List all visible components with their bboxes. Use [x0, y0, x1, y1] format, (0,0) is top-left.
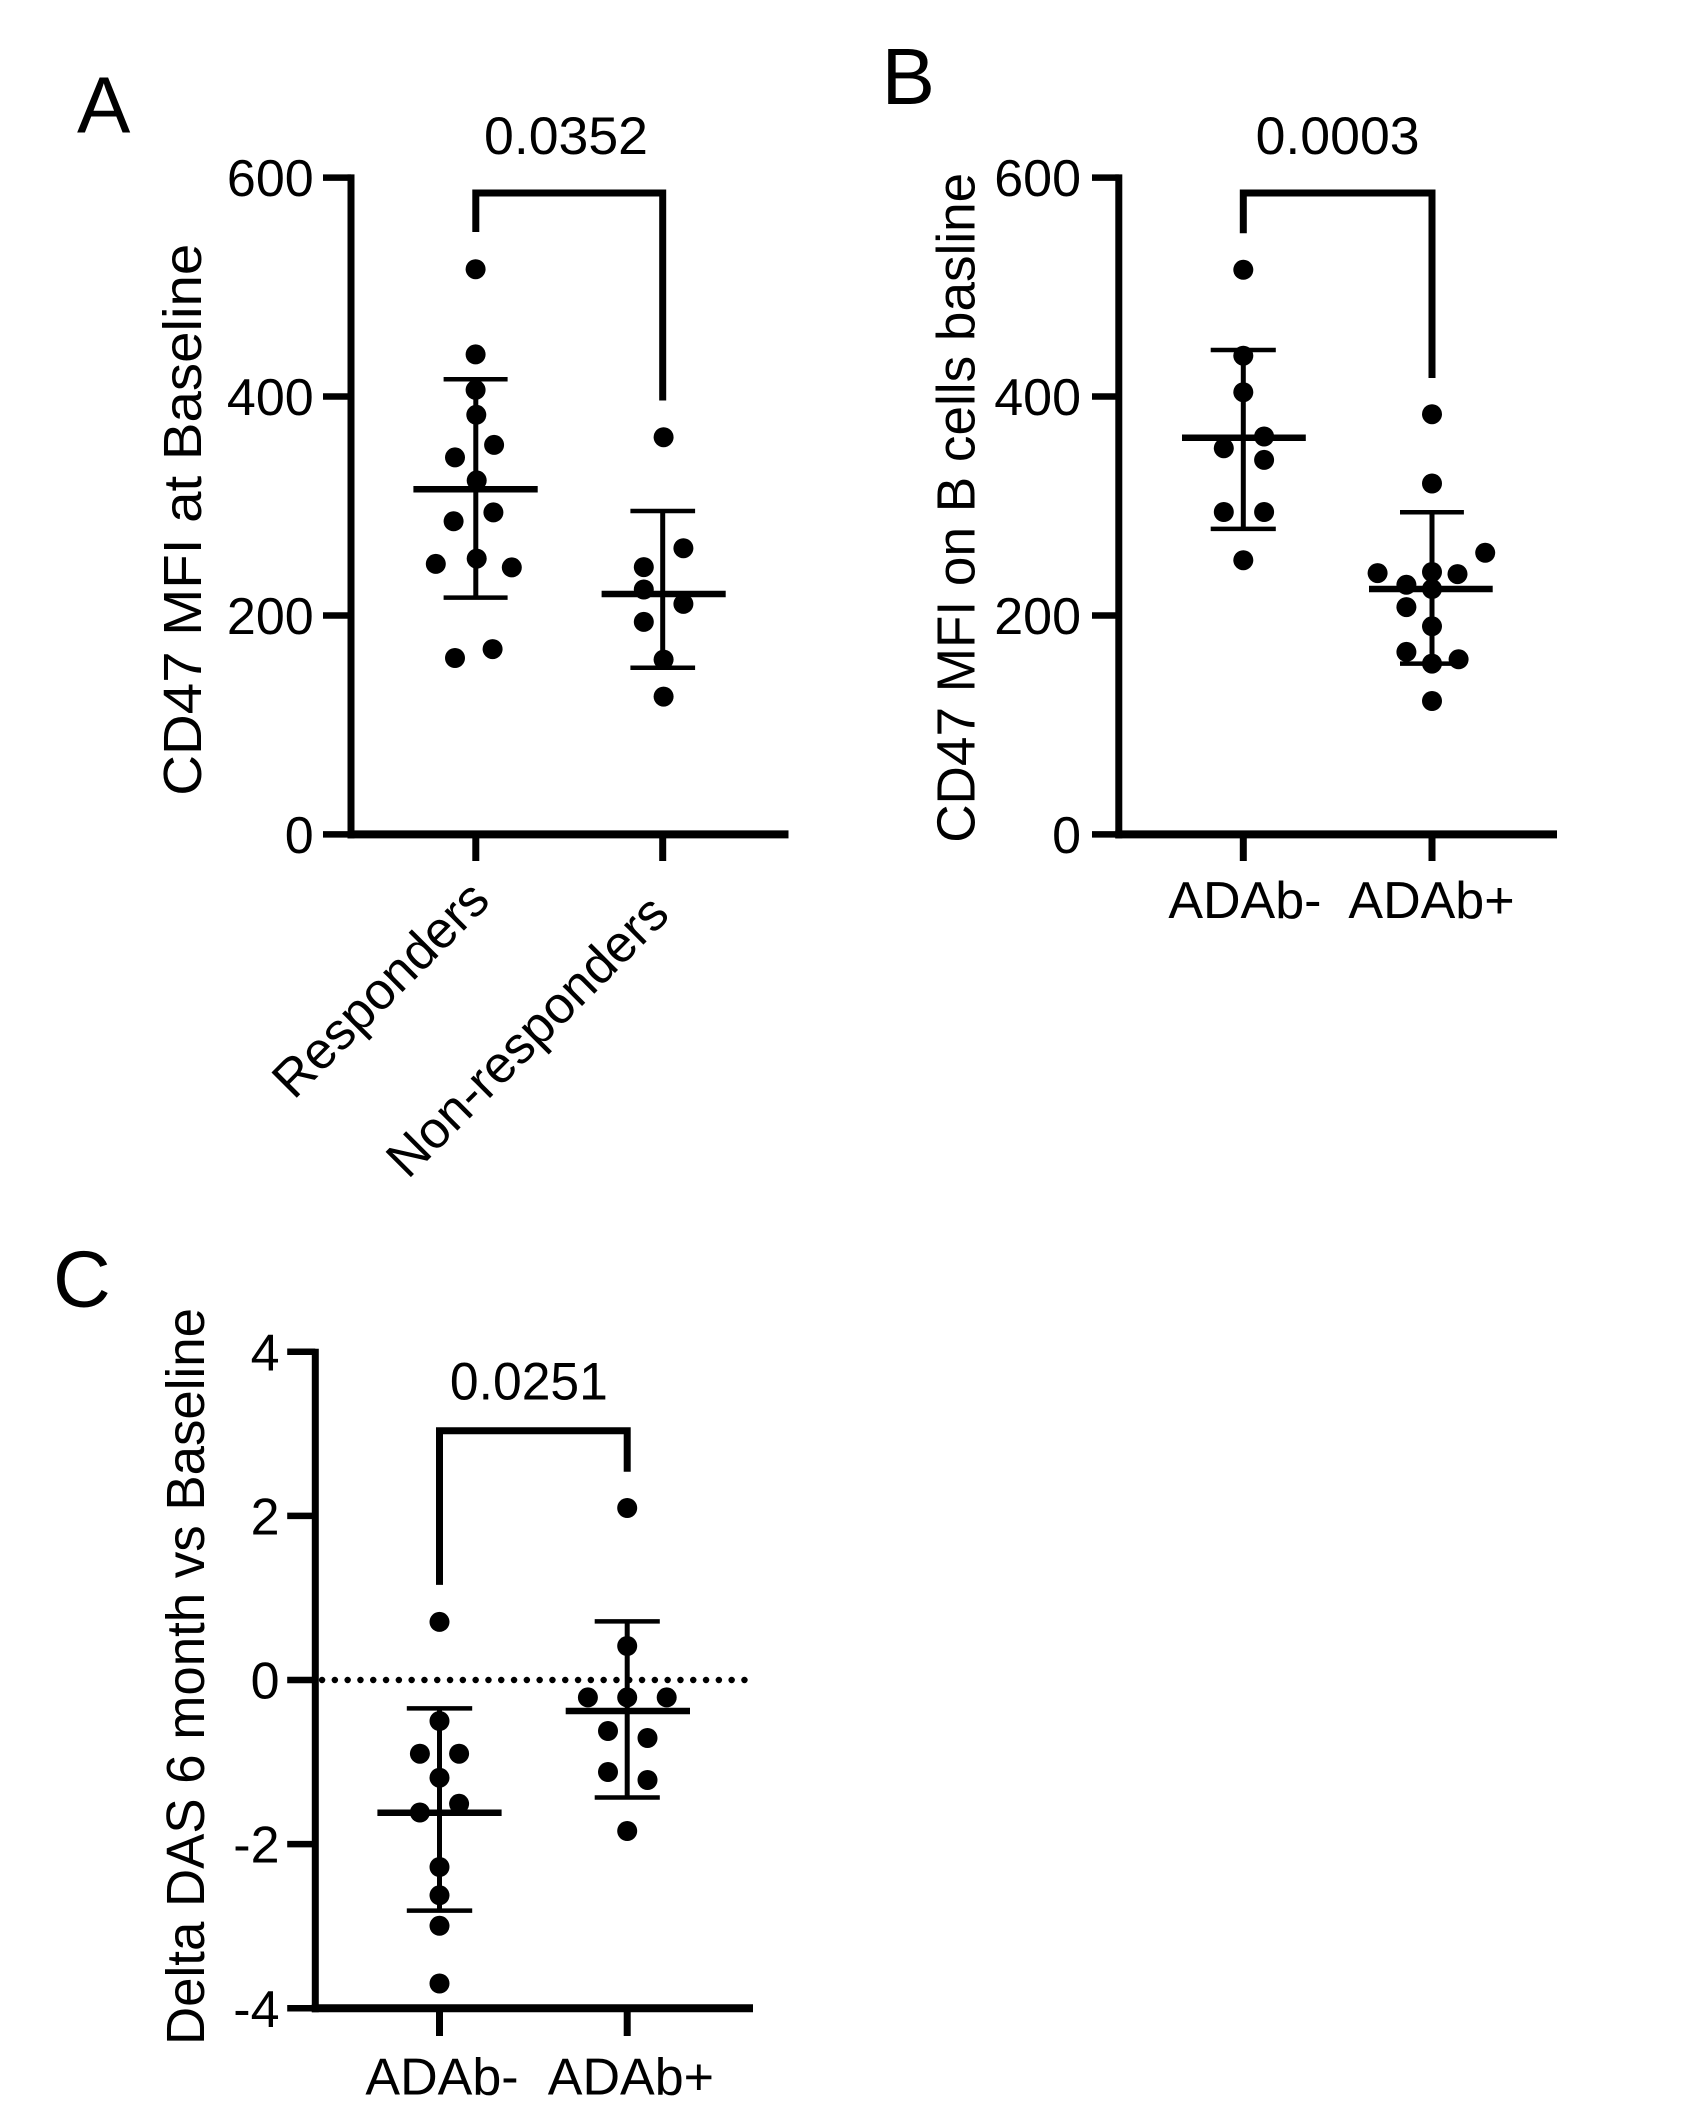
svg-text:600: 600 — [227, 150, 314, 208]
svg-text:ADAb-: ADAb- — [365, 2048, 518, 2106]
svg-text:0.0251: 0.0251 — [450, 1353, 608, 1412]
svg-text:200: 200 — [994, 588, 1081, 646]
svg-text:ADAb+: ADAb+ — [548, 2048, 714, 2106]
svg-text:-4: -4 — [233, 1981, 279, 2039]
svg-text:-2: -2 — [233, 1817, 279, 1875]
svg-text:200: 200 — [227, 588, 314, 646]
svg-text:0: 0 — [251, 1653, 280, 1711]
svg-text:C: C — [53, 1235, 111, 1324]
svg-text:400: 400 — [994, 369, 1081, 427]
svg-text:0: 0 — [285, 807, 314, 865]
svg-text:600: 600 — [994, 150, 1081, 208]
svg-text:Delta DAS 6 month vs Baseline: Delta DAS 6 month vs Baseline — [156, 1308, 216, 2045]
svg-text:B: B — [882, 32, 935, 121]
svg-text:ADAb+: ADAb+ — [1348, 872, 1514, 930]
svg-text:ADAb-: ADAb- — [1168, 872, 1321, 930]
svg-text:CD47 MFI at Baseline: CD47 MFI at Baseline — [153, 244, 213, 796]
svg-text:400: 400 — [227, 369, 314, 427]
svg-text:2: 2 — [251, 1488, 280, 1546]
svg-text:CD47 MFI on B cells basline: CD47 MFI on B cells basline — [927, 173, 987, 843]
svg-text:0: 0 — [1052, 807, 1081, 865]
svg-text:0.0003: 0.0003 — [1256, 107, 1420, 166]
svg-text:A: A — [77, 60, 131, 149]
svg-text:0.0352: 0.0352 — [484, 107, 648, 166]
svg-text:4: 4 — [251, 1324, 280, 1382]
